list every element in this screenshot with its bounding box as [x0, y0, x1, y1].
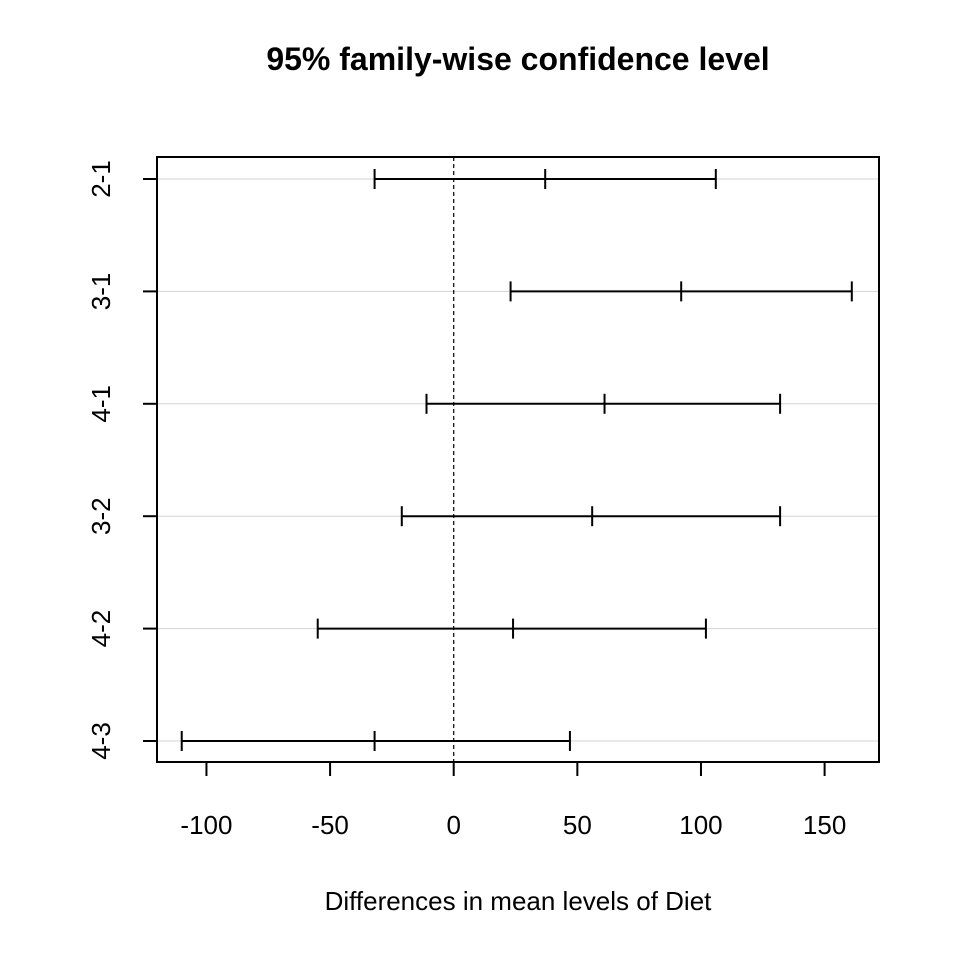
gridlines: [157, 178, 879, 742]
interval-3-2: [400, 506, 782, 527]
x-tick-label: 0: [446, 810, 460, 840]
chart-title: 95% family-wise confidence level: [266, 41, 769, 77]
x-tick-label: -50: [311, 810, 349, 840]
y-tick-label: 4-1: [86, 385, 116, 423]
x-tick-label: -100: [180, 810, 232, 840]
interval-3-1: [509, 281, 853, 302]
x-tick-label: 50: [563, 810, 592, 840]
x-axis: -100 -50 0 50 100 150: [180, 761, 846, 840]
interval-4-3: [180, 731, 571, 751]
x-tick-label: 150: [803, 810, 846, 840]
y-tick-label: 2-1: [86, 160, 116, 198]
y-tick-label: 4-3: [86, 722, 116, 760]
y-tick-label: 3-1: [86, 273, 116, 311]
x-axis-label: Differences in mean levels of Diet: [325, 886, 713, 916]
confidence-intervals: [180, 169, 853, 751]
y-axis: 2-1 3-1 4-1 3-2 4-2 4-3: [86, 160, 158, 760]
y-tick-label: 3-2: [86, 497, 116, 535]
interval-4-2: [316, 618, 707, 639]
y-tick-label: 4-2: [86, 610, 116, 648]
plot-frame: [156, 156, 880, 763]
x-tick-label: 100: [679, 810, 722, 840]
interval-2-1: [373, 169, 717, 189]
interval-4-1: [425, 393, 782, 414]
